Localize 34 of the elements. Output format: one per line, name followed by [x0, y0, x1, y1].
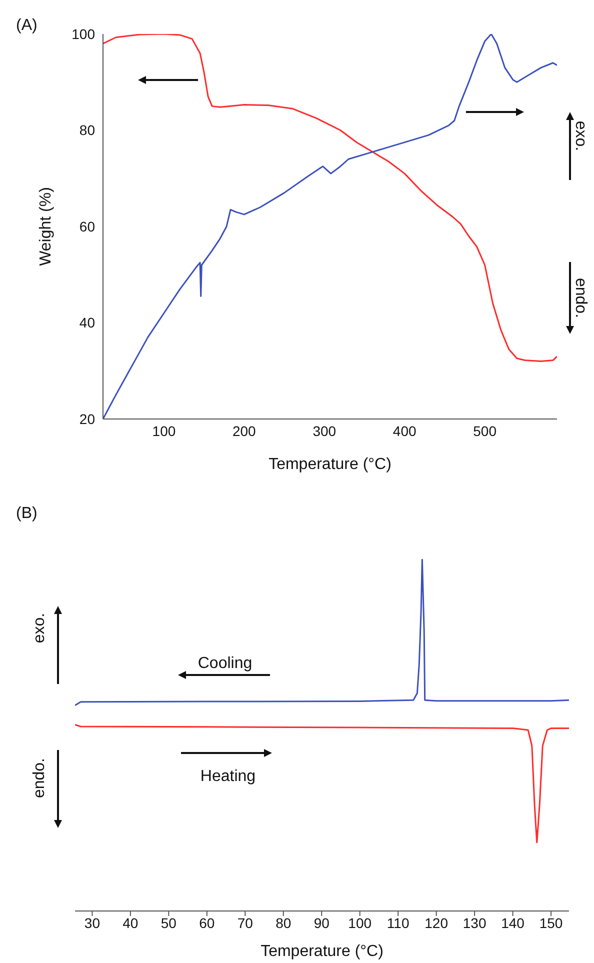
y-axis-title: Weight (%) [38, 187, 55, 266]
x-tick-label: 100 [348, 914, 372, 931]
annotation: Heating [200, 768, 256, 786]
text: endo. [572, 278, 589, 318]
x-tick-label: 300 [312, 422, 336, 439]
x-tick-label: 150 [539, 914, 563, 931]
x-tick-label: 110 [386, 914, 410, 931]
x-tick-label: 40 [122, 914, 138, 931]
y-tick-label: 20 [79, 410, 96, 427]
y-tick-label: 60 [79, 218, 96, 234]
x-tick-label: 400 [392, 422, 416, 439]
y-tick-label: 100 [72, 26, 96, 42]
x-tick-label: 80 [276, 914, 292, 931]
y-tick-label: 80 [79, 122, 96, 138]
y-tick-label: 40 [79, 314, 96, 331]
annotation: Cooling [198, 655, 252, 672]
x-tick-label: 60 [199, 914, 215, 931]
x-tick-label: 130 [462, 914, 486, 931]
x-axis-title: Temperature (°C) [268, 456, 392, 473]
x-tick-label: 500 [473, 422, 497, 439]
chart-title: (B) [16, 505, 38, 522]
x-tick-label: 140 [501, 914, 525, 931]
x-axis-title: Temperature (°C) [260, 943, 384, 960]
chart-title: (A) [16, 17, 38, 34]
text: exo. [31, 612, 48, 644]
x-tick-label: 120 [424, 914, 448, 931]
x-tick-label: 200 [232, 422, 256, 439]
x-tick-label: 100 [152, 422, 176, 439]
x-tick-label: 90 [314, 914, 330, 931]
text: endo. [31, 758, 48, 798]
x-tick-label: 30 [84, 914, 100, 931]
x-tick-label: 70 [237, 914, 254, 931]
text: exo. [572, 120, 589, 152]
x-tick-label: 50 [160, 914, 177, 931]
